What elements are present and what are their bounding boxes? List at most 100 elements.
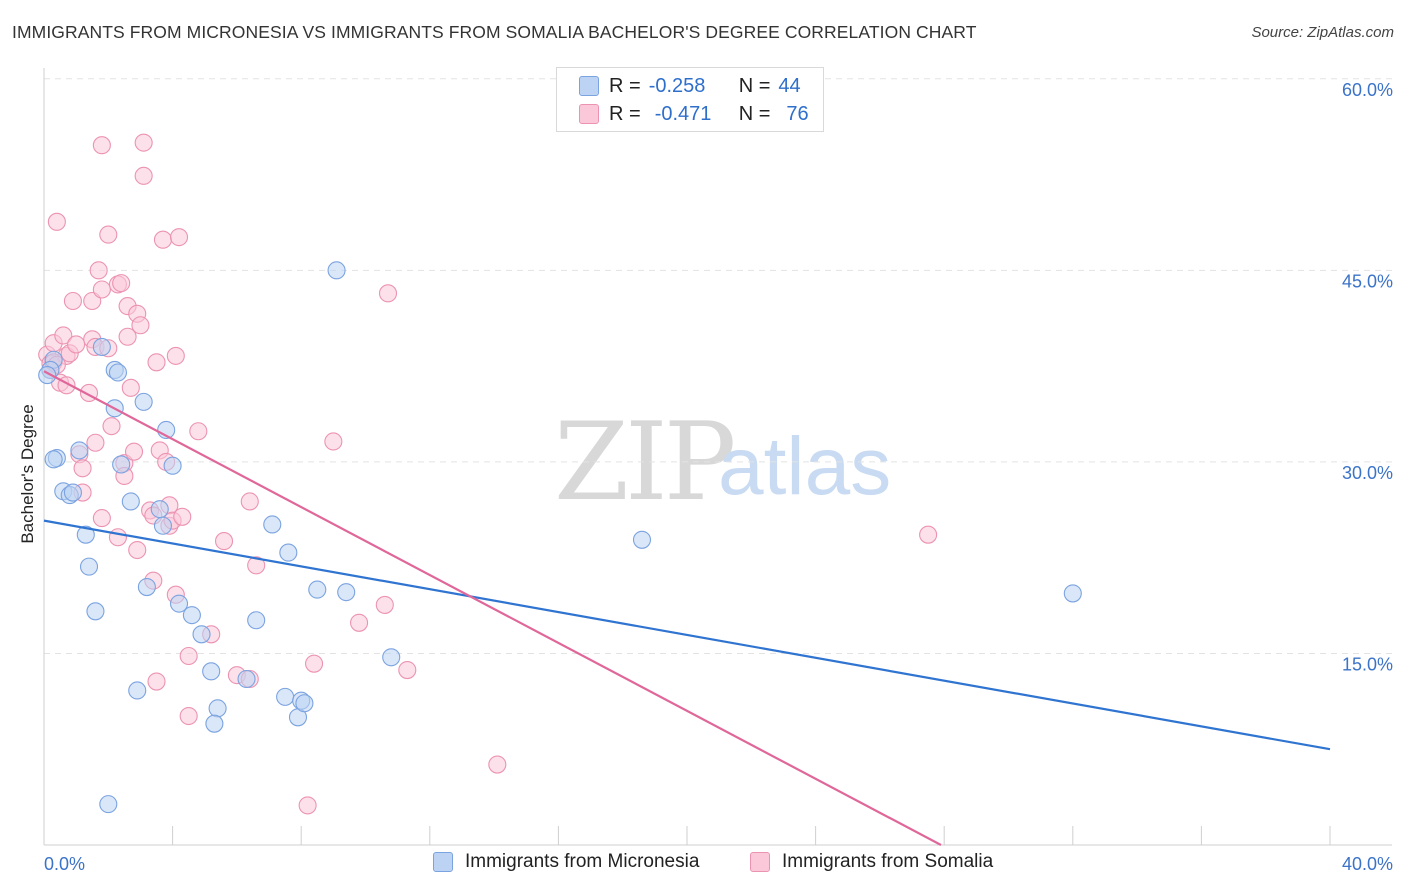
r-label: R = [609,102,641,125]
micronesia-point [1063,584,1082,603]
micronesia-point [382,648,401,667]
somalia-point [214,532,234,551]
micronesia-point [63,483,82,502]
somalia-point [131,316,150,335]
somalia-point [298,796,317,815]
somalia-point [147,353,166,372]
y-tick-label: 60.0% [1342,80,1393,100]
micronesia-point [112,455,131,474]
micronesia-point [86,602,105,621]
micronesia-point [76,525,95,544]
tick-labels: 15.0% 30.0% 45.0% 60.0% 0.0% 40.0% [44,80,1393,874]
somalia-point [173,507,192,526]
n-label: N = [738,74,771,97]
r-value: -0.258 [648,74,706,97]
micronesia-point [205,714,224,733]
micronesia-point [276,687,295,706]
y-tick-label: 45.0% [1342,271,1393,291]
r-value: -0.471 [654,102,712,125]
micronesia-point [632,530,652,549]
chart-title: IMMIGRANTS FROM MICRONESIA VS IMMIGRANTS… [12,22,977,42]
somalia-point [134,133,153,152]
micronesia-point [38,366,57,385]
somalia-point [919,525,938,544]
legend-item-somalia: Immigrants from Somalia [750,851,993,873]
somalia-point [47,212,66,231]
somalia-swatch-icon [579,104,599,124]
somalia-point [102,417,121,436]
micronesia-point [121,492,140,511]
micronesia-point [134,392,153,411]
somalia-point [247,556,266,575]
legend-item-micronesia: Immigrants from Micronesia [433,851,699,873]
micronesia-point [202,662,221,681]
somalia-point [54,326,73,345]
micronesia-point [108,363,127,382]
micronesia-point [192,625,211,644]
micronesia-point [153,516,173,535]
micronesia-trend-line [43,519,1331,751]
y-tick-label: 30.0% [1342,463,1393,483]
somalia-point [63,291,82,311]
somalia-point [147,672,166,691]
somalia-point [378,284,398,303]
watermark-zip: ZIP [554,400,736,525]
source-label: Source: ZipAtlas.com [1251,24,1394,41]
n-label: N = [738,102,771,125]
micronesia-point [70,441,89,460]
r-label: R = [609,74,641,97]
micronesia-point [182,606,201,625]
micronesia-point [92,337,111,357]
somalia-point [134,166,153,185]
micronesia-point [279,543,298,562]
somalia-point [488,755,507,774]
micronesia-point [163,456,182,475]
somalia-point [86,433,105,452]
somalia-point [99,225,118,244]
trend-lines [43,370,1331,846]
micronesia-point [137,577,156,597]
micronesia-point [150,500,169,519]
somalia-point [324,432,343,451]
somalia-point [128,540,147,560]
somalia-point [92,280,111,299]
micronesia-point [44,450,63,469]
axes [43,68,1392,846]
watermark-atlas: atlas [718,421,892,512]
somalia-point [305,654,324,673]
micronesia-point [337,583,356,602]
micronesia-point [79,557,99,576]
somalia-point [73,459,92,478]
micronesia-points [38,261,1082,814]
somalia-legend-icon [750,852,770,872]
micronesia-swatch-icon [579,76,599,96]
n-value: 76 [786,102,809,125]
legend-label-somalia: Immigrants from Somalia [782,851,994,872]
somalia-point [121,378,140,397]
somalia-point [67,335,86,354]
stats-box: R = -0.258 N = 44 R = -0.471 N = 76 [556,67,824,132]
somalia-point [112,274,131,293]
somalia-point [89,261,108,280]
somalia-point [92,509,111,528]
micronesia-legend-icon [433,852,453,872]
somalia-point [179,646,198,666]
somalia-point [169,228,189,247]
micronesia-point [237,669,256,689]
micronesia-point [128,681,147,700]
somalia-point [92,136,111,155]
somalia-point [375,595,394,614]
somalia-point [240,492,259,511]
micronesia-point [208,699,227,718]
stats-row-micronesia: R = -0.258 N = 44 [579,73,801,99]
somalia-point [166,346,185,365]
somalia-point [124,442,144,461]
somalia-point [189,422,208,441]
micronesia-point [295,694,314,713]
gridlines [44,78,1392,654]
x-tick-label: 40.0% [1342,854,1393,874]
micronesia-point [247,611,266,630]
somalia-point [179,706,198,726]
micronesia-point [169,594,189,613]
